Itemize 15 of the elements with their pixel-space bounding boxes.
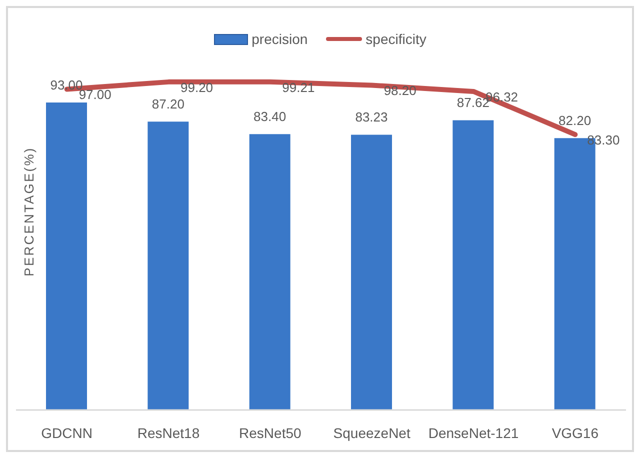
x-tick-label: ResNet18: [137, 424, 200, 441]
x-tick-label: SqueezeNet: [333, 424, 410, 441]
data-label: 82.20: [558, 113, 592, 128]
data-label: 83.30: [587, 132, 620, 148]
legend-label: specificity: [366, 31, 426, 47]
x-tick-label: ResNet50: [239, 424, 302, 441]
y-axis-title: PERCENTAGE(%): [21, 146, 36, 276]
legend-label: precision: [252, 31, 308, 47]
data-label: 83.40: [254, 109, 286, 124]
x-tick-label: DenseNet-121: [428, 424, 519, 441]
x-tick-label: VGG16: [552, 424, 599, 441]
x-tick-label: GDCNN: [41, 424, 93, 441]
data-label: 83.23: [355, 110, 388, 125]
data-label: 87.20: [152, 96, 184, 112]
data-label: 99.20: [180, 80, 214, 95]
